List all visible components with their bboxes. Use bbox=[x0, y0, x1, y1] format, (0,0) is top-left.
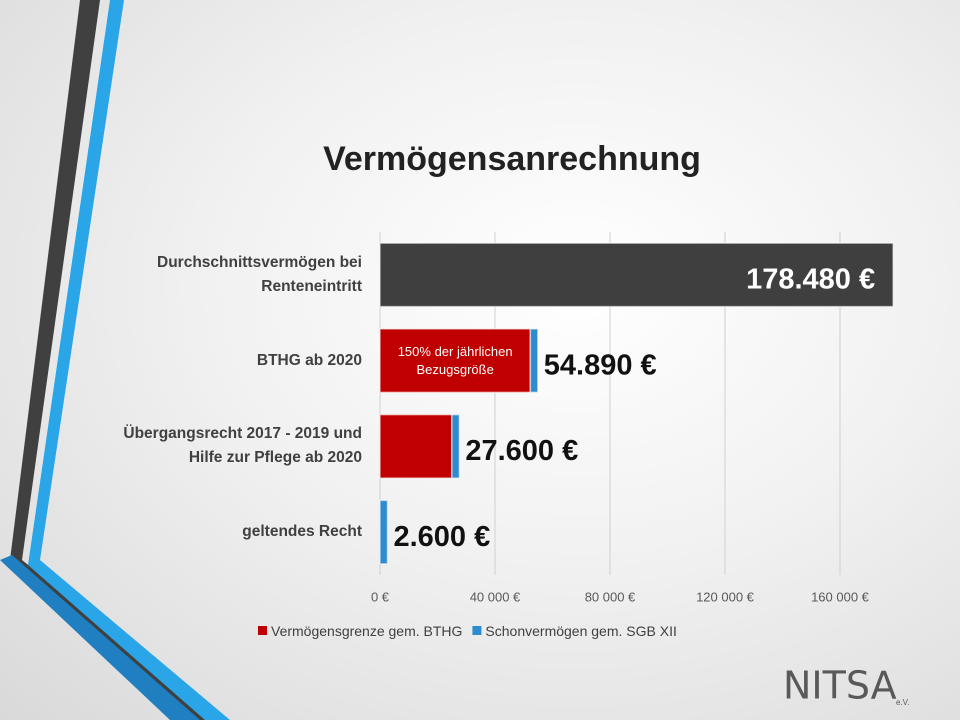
chart-title: Vermögensanrechnung bbox=[323, 140, 701, 178]
logo-suffix: e.V. bbox=[896, 698, 910, 707]
data-label: 27.600 € bbox=[465, 435, 578, 467]
data-label: 2.600 € bbox=[393, 521, 490, 553]
decor-stripe bbox=[10, 0, 220, 720]
y-tick-label: geltendes Recht bbox=[242, 523, 362, 541]
x-tick-label: 80 000 € bbox=[585, 589, 636, 604]
x-tick-label: 40 000 € bbox=[470, 589, 521, 604]
x-tick-label: 0 € bbox=[371, 589, 390, 604]
x-tick-label: 120 000 € bbox=[696, 589, 755, 604]
legend-label: Vermögensgrenze gem. BTHG bbox=[271, 623, 463, 639]
bar-segment bbox=[379, 242, 894, 308]
y-tick-label: Durchschnittsvermögen bei Renteneintritt bbox=[157, 253, 362, 295]
legend-swatch bbox=[472, 626, 482, 635]
legend-label: Schonvermögen gem. SGB XII bbox=[485, 623, 677, 639]
bar-segment bbox=[529, 328, 539, 394]
data-label: 178.480 € bbox=[746, 264, 875, 296]
legend-swatch bbox=[258, 626, 267, 635]
logo: NITSA bbox=[783, 664, 897, 708]
y-tick-label: BTHG ab 2020 bbox=[256, 351, 362, 369]
bar-segment bbox=[451, 413, 461, 479]
data-label: 54.890 € bbox=[544, 349, 657, 381]
x-tick-label: 160 000 € bbox=[811, 589, 870, 604]
bar-segment bbox=[379, 413, 453, 479]
bar-segment bbox=[379, 499, 389, 565]
decor-stripe bbox=[28, 0, 230, 720]
annotation: 150% der jährlichen Bezugsgröße bbox=[397, 343, 513, 377]
y-tick-label: Übergangsrecht 2017 - 2019 und Hilfe zur… bbox=[123, 425, 362, 467]
decor-stripe bbox=[0, 555, 200, 720]
bar-segment bbox=[379, 328, 532, 394]
